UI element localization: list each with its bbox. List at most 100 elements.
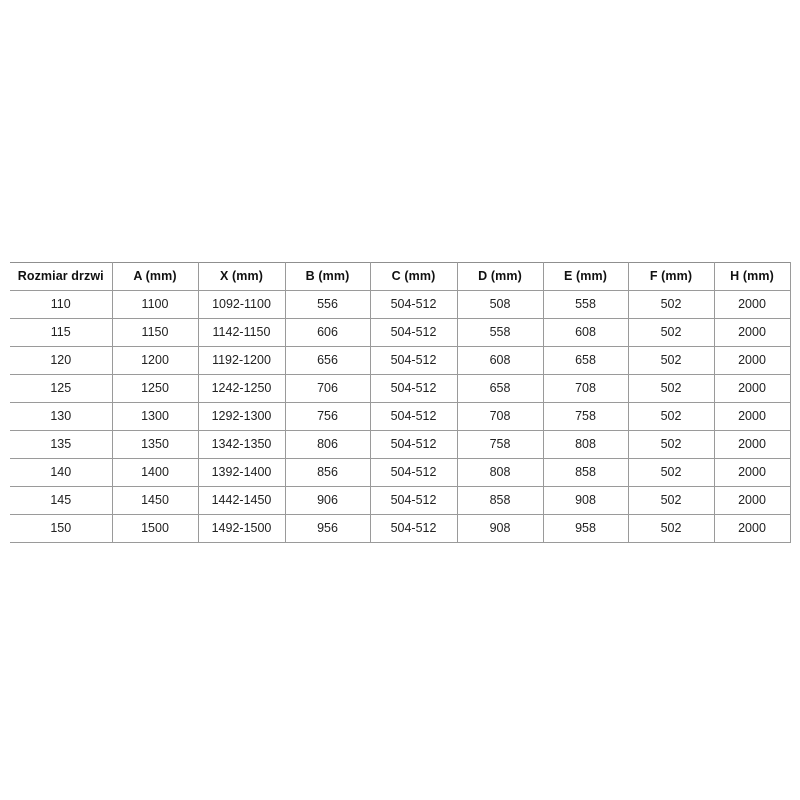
table-cell: 1092-1100 — [198, 290, 286, 319]
table-cell: 502 — [628, 430, 715, 459]
table-cell: 706 — [285, 374, 371, 403]
table-cell: 906 — [285, 486, 371, 515]
spec-table-container: Rozmiar drzwi A (mm) X (mm) B (mm) C (mm) D (… — [10, 262, 791, 543]
column-header-6: E (mm) — [543, 262, 629, 291]
table-row: 115 1150 1142-1150 606 504-512 558 608 502 2000 — [10, 318, 791, 347]
table-row: 120 1200 1192-1200 656 504-512 608 658 502 2000 — [10, 346, 791, 375]
table-cell: 2000 — [714, 374, 791, 403]
table-cell: 1150 — [112, 318, 199, 347]
table-cell: 2000 — [714, 458, 791, 487]
table-cell: 758 — [543, 402, 629, 431]
table-cell: 1100 — [112, 290, 199, 319]
cell-door-size: 120 — [10, 346, 113, 375]
table-cell: 1500 — [112, 514, 199, 543]
table-cell: 2000 — [714, 318, 791, 347]
column-header-5: D (mm) — [457, 262, 544, 291]
table-cell: 1192-1200 — [198, 346, 286, 375]
table-cell: 504-512 — [370, 402, 458, 431]
table-cell: 502 — [628, 290, 715, 319]
table-row: 110 1100 1092-1100 556 504-512 508 558 502 2000 — [10, 290, 791, 319]
table-row: 145 1450 1442-1450 906 504-512 858 908 502 2000 — [10, 486, 791, 515]
table-cell: 508 — [457, 290, 544, 319]
table-cell: 806 — [285, 430, 371, 459]
table-row: 135 1350 1342-1350 806 504-512 758 808 502 2000 — [10, 430, 791, 459]
table-cell: 956 — [285, 514, 371, 543]
table-cell: 708 — [457, 402, 544, 431]
table-cell: 808 — [543, 430, 629, 459]
table-cell: 858 — [457, 486, 544, 515]
table-cell: 1250 — [112, 374, 199, 403]
table-cell: 608 — [457, 346, 544, 375]
table-cell: 1442-1450 — [198, 486, 286, 515]
table-cell: 502 — [628, 374, 715, 403]
column-header-7: F (mm) — [628, 262, 715, 291]
table-cell: 504-512 — [370, 430, 458, 459]
column-header-8: H (mm) — [714, 262, 791, 291]
column-header-2: X (mm) — [198, 262, 286, 291]
table-cell: 502 — [628, 458, 715, 487]
table-cell: 1350 — [112, 430, 199, 459]
table-cell: 856 — [285, 458, 371, 487]
table-cell: 504-512 — [370, 486, 458, 515]
table-cell: 556 — [285, 290, 371, 319]
table-cell: 1392-1400 — [198, 458, 286, 487]
table-cell: 758 — [457, 430, 544, 459]
table-cell: 2000 — [714, 486, 791, 515]
table-cell: 504-512 — [370, 458, 458, 487]
table-row: 150 1500 1492-1500 956 504-512 908 958 502 2000 — [10, 514, 791, 543]
table-cell: 2000 — [714, 402, 791, 431]
table-cell: 1300 — [112, 402, 199, 431]
table-cell: 502 — [628, 318, 715, 347]
cell-door-size: 135 — [10, 430, 113, 459]
table-cell: 608 — [543, 318, 629, 347]
table-body: 110 1100 1092-1100 556 504-512 508 558 502 2000 1… — [10, 290, 791, 543]
table-row: 125 1250 1242-1250 706 504-512 658 708 502 2000 — [10, 374, 791, 403]
table-cell: 504-512 — [370, 318, 458, 347]
table-cell: 504-512 — [370, 514, 458, 543]
table-cell: 2000 — [714, 290, 791, 319]
cell-door-size: 115 — [10, 318, 113, 347]
table-cell: 2000 — [714, 346, 791, 375]
column-header-1: A (mm) — [112, 262, 199, 291]
table-cell: 658 — [457, 374, 544, 403]
table-cell: 958 — [543, 514, 629, 543]
table-cell: 1450 — [112, 486, 199, 515]
column-header-4: C (mm) — [370, 262, 458, 291]
cell-door-size: 140 — [10, 458, 113, 487]
table-header: Rozmiar drzwi A (mm) X (mm) B (mm) C (mm) D (… — [10, 262, 791, 291]
table-header-row: Rozmiar drzwi A (mm) X (mm) B (mm) C (mm) D (… — [10, 262, 791, 291]
table-cell: 1142-1150 — [198, 318, 286, 347]
table-cell: 558 — [543, 290, 629, 319]
table-cell: 1292-1300 — [198, 402, 286, 431]
table-cell: 708 — [543, 374, 629, 403]
table-cell: 858 — [543, 458, 629, 487]
cell-door-size: 150 — [10, 514, 113, 543]
cell-door-size: 145 — [10, 486, 113, 515]
cell-door-size: 110 — [10, 290, 113, 319]
table-row: 140 1400 1392-1400 856 504-512 808 858 502 2000 — [10, 458, 791, 487]
table-row: 130 1300 1292-1300 756 504-512 708 758 502 2000 — [10, 402, 791, 431]
column-header-0: Rozmiar drzwi — [10, 262, 113, 291]
column-header-3: B (mm) — [285, 262, 371, 291]
table-cell: 1200 — [112, 346, 199, 375]
table-cell: 502 — [628, 486, 715, 515]
table-cell: 2000 — [714, 514, 791, 543]
table-cell: 1400 — [112, 458, 199, 487]
table-cell: 908 — [457, 514, 544, 543]
table-cell: 504-512 — [370, 374, 458, 403]
table-cell: 1242-1250 — [198, 374, 286, 403]
table-cell: 1492-1500 — [198, 514, 286, 543]
table-cell: 502 — [628, 346, 715, 375]
table-cell: 504-512 — [370, 346, 458, 375]
table-cell: 502 — [628, 514, 715, 543]
table-cell: 756 — [285, 402, 371, 431]
table-cell: 502 — [628, 402, 715, 431]
table-cell: 908 — [543, 486, 629, 515]
cell-door-size: 125 — [10, 374, 113, 403]
table-cell: 808 — [457, 458, 544, 487]
table-cell: 504-512 — [370, 290, 458, 319]
table-cell: 606 — [285, 318, 371, 347]
table-cell: 1342-1350 — [198, 430, 286, 459]
cell-door-size: 130 — [10, 402, 113, 431]
